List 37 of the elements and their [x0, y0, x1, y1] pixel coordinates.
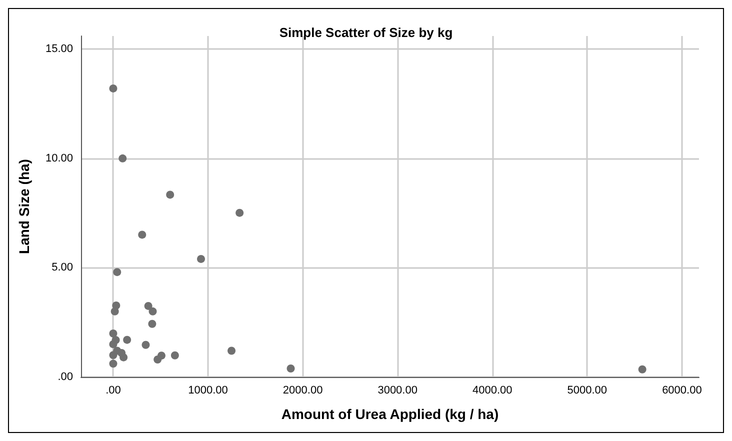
point — [109, 340, 118, 348]
point — [154, 356, 162, 364]
x-tick-label: 6000.00 — [662, 384, 702, 396]
y-tick-label: 15.00 — [45, 43, 73, 56]
point — [170, 351, 179, 360]
point — [109, 84, 118, 92]
point — [109, 351, 118, 360]
point — [120, 353, 128, 362]
point — [148, 320, 156, 328]
point — [109, 360, 118, 368]
point — [109, 330, 118, 338]
point — [197, 254, 205, 263]
y-tick-label: .00 — [58, 371, 73, 383]
point — [113, 268, 122, 276]
x-axis-title: Amount of Urea Applied (kg / ha) — [281, 406, 499, 422]
x-tick-label: 4000.00 — [472, 384, 512, 396]
chart-title: Simple Scatter of Size by kg — [279, 25, 453, 40]
x-tick-label: 2000.00 — [282, 384, 323, 396]
point — [144, 302, 152, 310]
x-tick-label: 1000.00 — [188, 384, 228, 396]
y-tick-label: 5.00 — [52, 262, 73, 274]
point — [142, 340, 150, 349]
x-tick-label: 3000.00 — [378, 384, 418, 396]
point — [236, 208, 244, 217]
point — [148, 307, 157, 316]
y-tick-label: 10.00 — [45, 152, 73, 164]
x-tick-label: 5000.00 — [567, 384, 608, 396]
point — [110, 307, 119, 316]
point — [638, 365, 646, 374]
point — [118, 154, 127, 162]
y-axis-title: Land Size (ha) — [16, 159, 32, 254]
point — [123, 336, 132, 344]
point — [228, 346, 236, 355]
point — [166, 190, 174, 199]
x-tick-label: .00 — [106, 384, 121, 396]
point — [138, 230, 146, 239]
point — [286, 364, 295, 372]
